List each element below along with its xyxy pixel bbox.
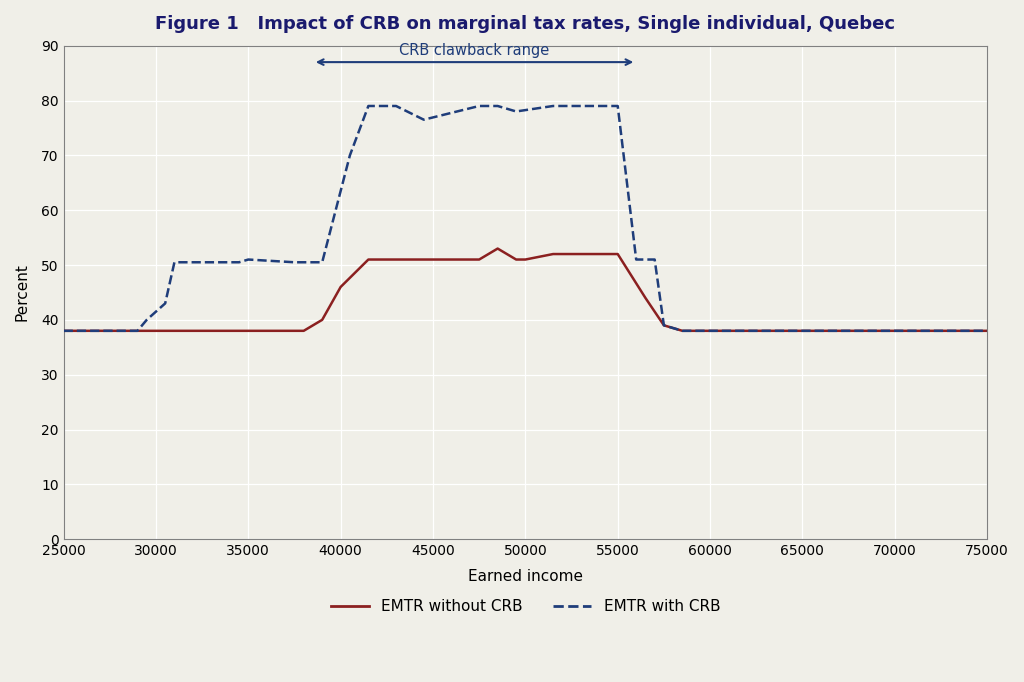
Title: Figure 1   Impact of CRB on marginal tax rates, Single individual, Quebec: Figure 1 Impact of CRB on marginal tax r…: [156, 15, 895, 33]
Y-axis label: Percent: Percent: [15, 263, 30, 321]
Legend: EMTR without CRB, EMTR with CRB: EMTR without CRB, EMTR with CRB: [325, 593, 726, 621]
X-axis label: Earned income: Earned income: [468, 569, 583, 584]
Text: CRB clawback range: CRB clawback range: [399, 43, 550, 58]
